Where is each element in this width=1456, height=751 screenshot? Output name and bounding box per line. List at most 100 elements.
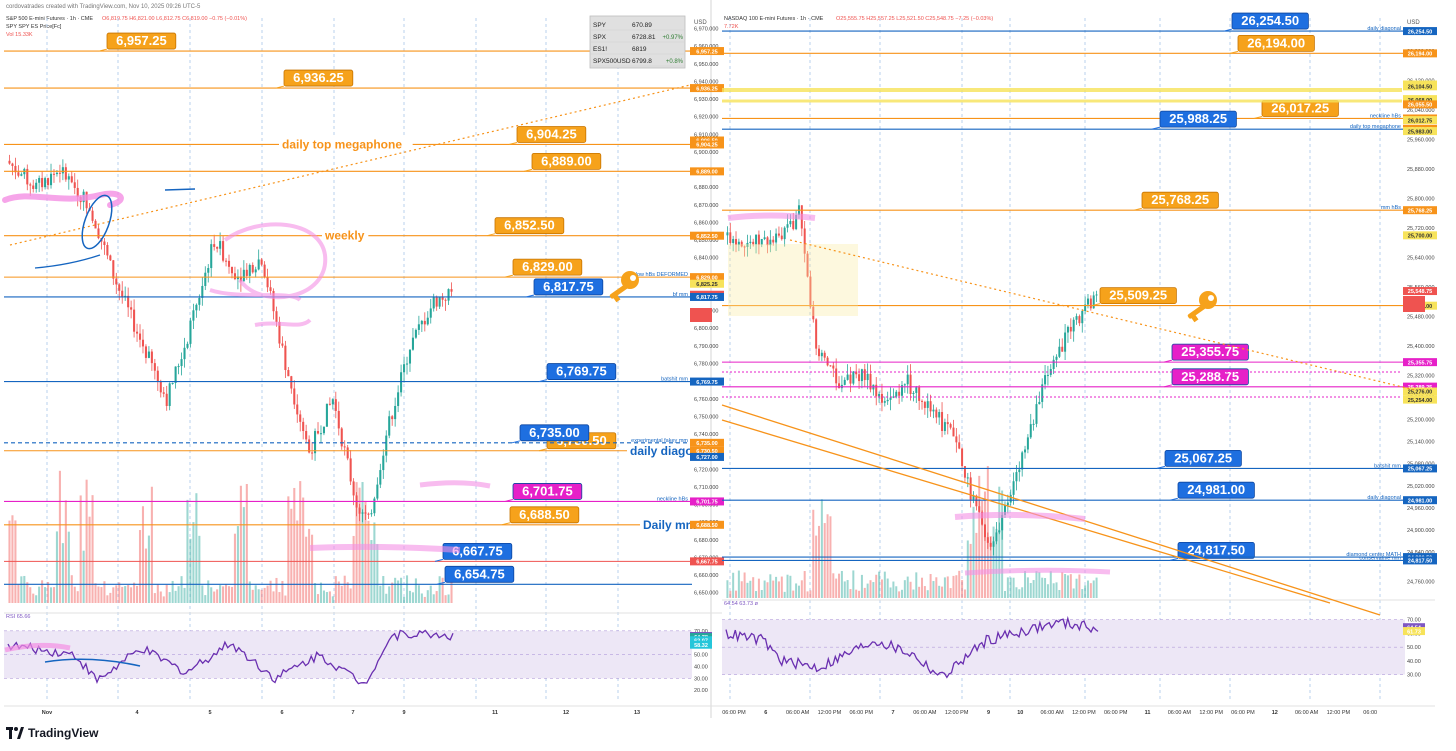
- volume-bar: [1092, 580, 1095, 598]
- price-badge: [509, 506, 580, 524]
- candle-body: [115, 278, 118, 285]
- price-badge: [283, 69, 354, 87]
- candle-body: [955, 436, 958, 443]
- rsi-tick: 50.00: [1407, 645, 1421, 651]
- time-tick: 06:00 PM: [1104, 710, 1128, 716]
- volume-bar: [1061, 572, 1064, 598]
- badge-leader: [1253, 115, 1263, 119]
- level-note-bg: [279, 137, 413, 151]
- price-tick: 24,760.000: [1407, 580, 1435, 586]
- volume-bar: [849, 589, 852, 598]
- candle-body: [1064, 332, 1067, 352]
- volume-bar: [858, 590, 861, 598]
- price-badge-label: 6,667.75: [452, 543, 503, 558]
- volume-bar: [972, 506, 975, 598]
- candle-body: [1075, 316, 1078, 320]
- price-badge: [1171, 368, 1249, 386]
- badge-leader: [538, 448, 548, 452]
- scale-price-tag: [1403, 395, 1437, 404]
- candle-body: [14, 165, 17, 173]
- last-price-tag: [1403, 296, 1425, 312]
- volume-bar: [441, 577, 444, 603]
- volume-bar: [792, 590, 795, 598]
- candle-body: [1012, 481, 1015, 495]
- volume-bar: [835, 578, 838, 598]
- price-badge: [494, 217, 565, 235]
- rsi-tick: 40.00: [694, 664, 708, 670]
- volume-bar: [355, 482, 358, 603]
- price-tick: 25,320.000: [1407, 373, 1435, 379]
- candle-body: [411, 337, 414, 350]
- candle-body: [746, 242, 749, 247]
- time-tick: 11: [1145, 710, 1151, 716]
- volume-bar: [263, 587, 266, 603]
- candle-body: [998, 530, 1001, 533]
- price-tick: 6,790.000: [694, 344, 718, 350]
- volume-bar: [411, 592, 414, 603]
- candle-body: [349, 458, 352, 482]
- candle-body: [385, 435, 388, 456]
- candle-body: [162, 392, 165, 394]
- volume-bar: [49, 587, 53, 603]
- volume-bar: [275, 577, 278, 603]
- candle-body: [11, 163, 14, 166]
- price-tick: 6,660.000: [694, 573, 718, 579]
- volume-bar: [1001, 490, 1004, 598]
- candle-body: [949, 424, 952, 428]
- badge-leader: [434, 558, 444, 562]
- candle-body: [331, 399, 334, 405]
- candle-body: [435, 297, 438, 307]
- scale-price-text: 6,904.25: [696, 143, 717, 149]
- volume-bar: [183, 587, 186, 603]
- scale-price-tag: [1403, 556, 1437, 565]
- candle-body: [918, 387, 921, 401]
- candle-body: [780, 235, 783, 240]
- candle-body: [287, 370, 290, 377]
- key-icon-tooth: [1190, 314, 1199, 323]
- price-tick: 6,900.000: [694, 150, 718, 156]
- candle-body: [958, 442, 961, 449]
- candle-body: [58, 172, 61, 174]
- candle-body: [823, 352, 826, 358]
- level-note: batshit mm: [1374, 463, 1401, 469]
- price-badge-label: 24,817.50: [1187, 542, 1245, 557]
- price-badge: [1177, 481, 1255, 499]
- price-badge-label: 6,654.75: [454, 566, 505, 581]
- scale-price-tag: [1403, 464, 1437, 473]
- candle-body: [755, 234, 758, 245]
- circle-annotation: [81, 194, 113, 250]
- candle-body: [441, 297, 444, 300]
- candle-body: [361, 512, 364, 514]
- scale-price-text: 25,355.75: [1408, 360, 1432, 366]
- candle-body: [903, 384, 906, 386]
- scale-price-tag: [690, 377, 724, 386]
- candle-body: [358, 507, 361, 514]
- scale-price-text: 25,983.00: [1408, 129, 1432, 135]
- shaded-zone: [728, 244, 858, 316]
- badge-leader: [538, 379, 548, 383]
- volume-label: Vol 15.33K: [6, 32, 33, 38]
- scale-price-text: 6,852.50: [696, 234, 717, 240]
- volume-bar: [79, 495, 82, 603]
- candle-body: [121, 290, 124, 297]
- volume-bar: [352, 535, 355, 603]
- volume-bar: [414, 578, 417, 603]
- candle-body: [726, 232, 729, 236]
- candle-body: [245, 269, 248, 276]
- candle-body: [168, 383, 171, 406]
- volume-bar: [85, 479, 88, 603]
- badge-leader: [275, 85, 285, 89]
- candle-body: [1003, 505, 1007, 516]
- volume-bar: [1046, 584, 1049, 598]
- volume-bar: [340, 585, 343, 603]
- scale-price-text: 24,817.50: [1408, 559, 1432, 565]
- candle-body: [311, 452, 314, 454]
- volume-bar: [251, 589, 254, 603]
- volume-bar: [921, 577, 924, 598]
- price-tick: 25,720.000: [1407, 226, 1435, 232]
- price-tick: 25,020.000: [1407, 484, 1435, 490]
- price-badge-label: 6,769.75: [556, 364, 607, 379]
- badge-leader: [523, 168, 533, 172]
- price-badge-label: 25,509.25: [1109, 288, 1167, 303]
- volume-bar: [299, 481, 302, 603]
